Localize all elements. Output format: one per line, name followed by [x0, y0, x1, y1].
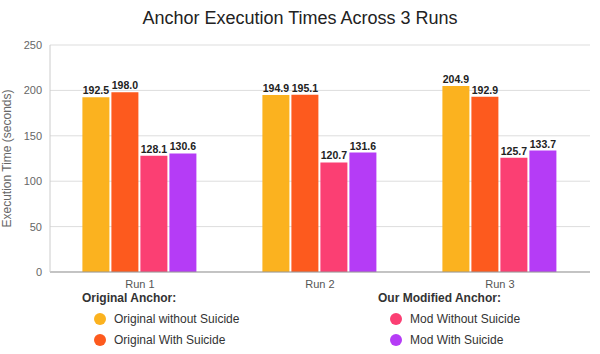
html-text:Mod Without Suicide: Mod Without Suicide — [410, 311, 521, 326]
svg-text:Execution Time (seconds): Execution Time (seconds) — [8, 89, 14, 227]
svg-text:133.7: 133.7 — [530, 138, 556, 150]
svg-text:198.0: 198.0 — [112, 79, 138, 91]
svg-text:195.1: 195.1 — [292, 82, 318, 94]
svg-text:250: 250 — [24, 39, 42, 51]
svg-text:131.6: 131.6 — [350, 140, 376, 152]
svg-text:192.5: 192.5 — [83, 84, 109, 96]
html-text:Anchor Execution Times Across: Anchor Execution Times Across 3 Runs — [142, 8, 458, 28]
html-text:Original Anchor:: Original Anchor: — [82, 291, 177, 305]
svg-text:192.9: 192.9 — [472, 84, 498, 96]
svg-text:194.9: 194.9 — [263, 82, 289, 94]
svg-text:125.7: 125.7 — [501, 145, 527, 157]
svg-text:128.1: 128.1 — [141, 143, 167, 155]
svg-text:Run 1: Run 1 — [125, 278, 154, 290]
svg-text:204.9: 204.9 — [443, 73, 469, 85]
svg-text:100: 100 — [24, 175, 42, 187]
svg-text:0: 0 — [36, 266, 42, 278]
html-text:Our Modified Anchor:: Our Modified Anchor: — [378, 291, 501, 305]
svg-text:50: 50 — [30, 221, 42, 233]
html-text:Mod With Suicide: Mod With Suicide — [410, 332, 504, 347]
html-text:Original without Suicide: Original without Suicide — [114, 311, 240, 326]
svg-text:200: 200 — [24, 84, 42, 96]
svg-text:120.7: 120.7 — [321, 149, 347, 161]
svg-text:Run 3: Run 3 — [485, 278, 514, 290]
svg-text:150: 150 — [24, 130, 42, 142]
svg-text:Run 2: Run 2 — [305, 278, 334, 290]
svg-text:130.6: 130.6 — [170, 140, 196, 152]
html-text:Original With Suicide: Original With Suicide — [114, 332, 226, 347]
